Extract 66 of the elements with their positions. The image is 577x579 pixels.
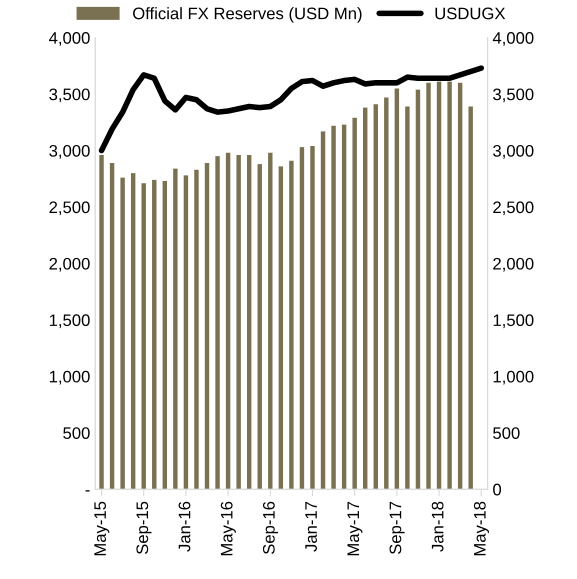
bar bbox=[310, 146, 315, 490]
bar bbox=[458, 82, 462, 490]
bar bbox=[374, 104, 378, 490]
y-tick-label: 1,000 bbox=[50, 370, 90, 385]
x-tick-label: Sep-16 bbox=[262, 502, 278, 554]
bar bbox=[394, 88, 400, 490]
y-tick-label: 2,000 bbox=[49, 258, 90, 272]
bar bbox=[405, 106, 410, 490]
bar bbox=[300, 147, 304, 490]
bar bbox=[226, 152, 230, 490]
bar bbox=[184, 175, 188, 490]
bar bbox=[416, 90, 420, 490]
bar bbox=[194, 170, 199, 490]
bar bbox=[215, 156, 220, 490]
bar bbox=[204, 162, 210, 490]
bar bbox=[99, 155, 104, 490]
bar bbox=[110, 162, 114, 490]
bar bbox=[152, 180, 156, 490]
legend-label: USDUGX bbox=[435, 8, 506, 20]
bar bbox=[130, 173, 136, 490]
bar bbox=[320, 131, 326, 490]
x-tick-label: May-18 bbox=[474, 502, 490, 556]
bar bbox=[468, 106, 473, 490]
bar bbox=[258, 164, 262, 490]
y-tick-label: - bbox=[86, 490, 90, 492]
bar bbox=[162, 181, 168, 490]
bar bbox=[268, 152, 273, 490]
bar bbox=[342, 124, 346, 490]
y2-tick-label: 3,000 bbox=[493, 144, 534, 159]
bar bbox=[426, 82, 431, 490]
bar bbox=[278, 166, 284, 490]
y2-tick-label: 1,000 bbox=[494, 370, 534, 385]
y-tick-label: 500 bbox=[63, 427, 90, 440]
x-tick-label: May-15 bbox=[94, 502, 110, 556]
x-tick-label: Sep-17 bbox=[390, 502, 405, 554]
y-tick-label: 3,000 bbox=[49, 144, 90, 159]
y-tick-label: 1,500 bbox=[50, 314, 90, 328]
bar bbox=[331, 126, 336, 490]
y-tick-label: 4,000 bbox=[49, 32, 90, 46]
legend-label: Official FX Reserves (USD Mn) bbox=[133, 7, 362, 23]
bar bbox=[352, 118, 357, 490]
y2-tick-label: 2,500 bbox=[493, 201, 534, 216]
bar bbox=[384, 97, 389, 490]
bar bbox=[447, 82, 452, 490]
x-tick-label: Jan-18 bbox=[432, 502, 444, 552]
y2-tick-label: 1,500 bbox=[494, 314, 534, 328]
bar bbox=[173, 168, 178, 490]
y2-tick-label: 4,000 bbox=[492, 32, 534, 46]
x-tick-label: May-17 bbox=[348, 502, 362, 556]
y2-tick-label: 500 bbox=[493, 427, 520, 440]
bar bbox=[120, 178, 125, 490]
bar bbox=[289, 160, 294, 490]
bar bbox=[246, 155, 252, 490]
y-tick-label: 3,500 bbox=[49, 88, 90, 102]
bar bbox=[436, 82, 442, 490]
x-tick-label: Jan-16 bbox=[178, 502, 190, 552]
bar bbox=[363, 108, 368, 490]
x-tick-label: Jan-17 bbox=[305, 502, 317, 552]
bar bbox=[236, 155, 241, 490]
x-tick-label: May-16 bbox=[220, 502, 236, 556]
y-tick-label: 2,500 bbox=[49, 201, 90, 216]
y2-tick-label: 3,500 bbox=[493, 88, 534, 102]
bar bbox=[142, 183, 146, 490]
x-tick-label: Sep-15 bbox=[136, 502, 152, 554]
y2-tick-label: 0 bbox=[493, 484, 502, 496]
y2-tick-label: 2,000 bbox=[493, 258, 534, 272]
